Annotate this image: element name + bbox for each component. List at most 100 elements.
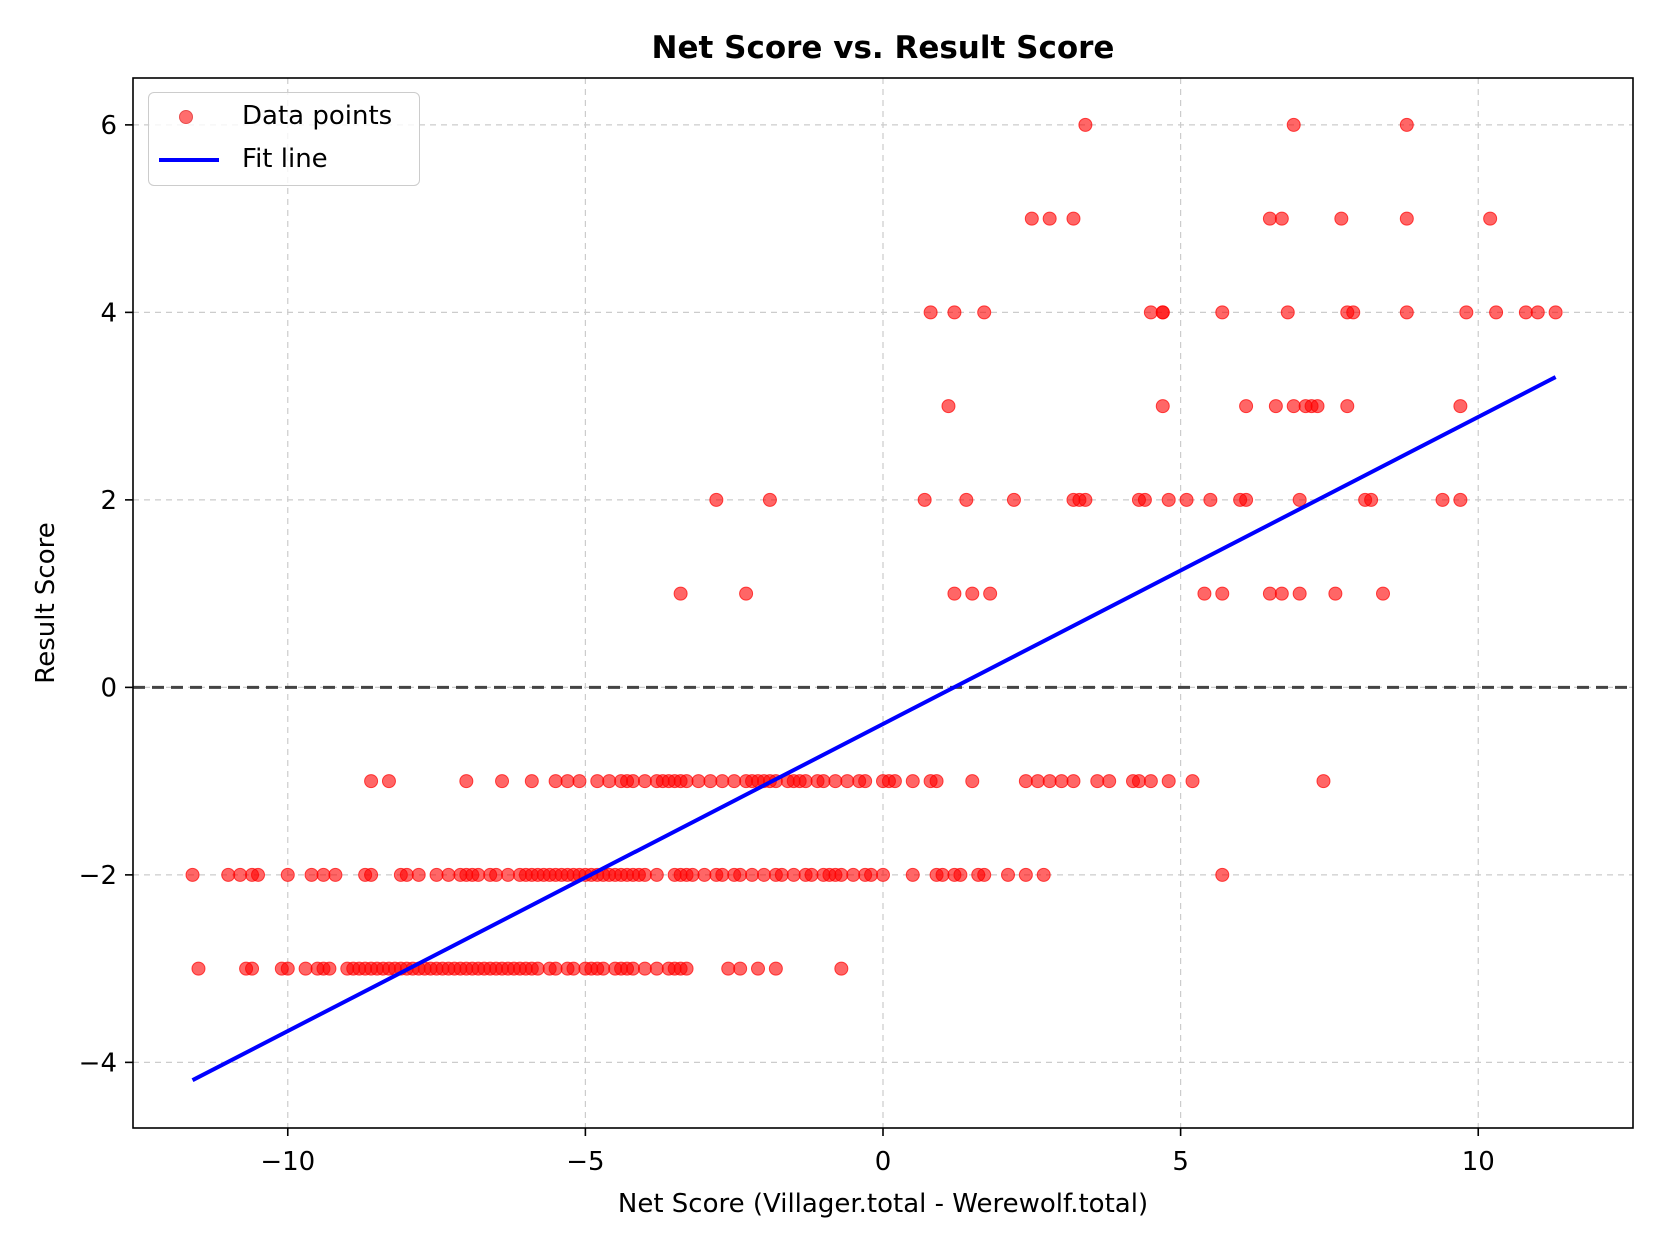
data-point: [602, 774, 617, 789]
data-point: [1030, 774, 1045, 789]
data-point: [858, 774, 873, 789]
data-point: [1024, 211, 1039, 226]
data-point: [929, 774, 944, 789]
data-point: [959, 492, 974, 507]
data-point: [709, 492, 724, 507]
data-point: [626, 961, 640, 976]
data-point: [679, 961, 694, 976]
data-point: [1102, 774, 1117, 789]
data-point: [1286, 117, 1301, 132]
x-axis-ticks: −10 −5 0 5 10: [260, 1128, 1495, 1177]
y-tick-label: −2: [79, 861, 117, 891]
y-tick-label: −4: [79, 1048, 117, 1078]
fit-line: [191, 375, 1557, 1082]
data-point: [1054, 774, 1069, 789]
data-point: [816, 774, 831, 789]
data-point: [322, 961, 337, 976]
data-point: [697, 867, 712, 882]
data-point: [304, 867, 319, 882]
data-point: [774, 867, 789, 882]
data-point: [316, 867, 331, 882]
data-point: [495, 774, 510, 789]
data-point: [1006, 492, 1021, 507]
data-point: [1316, 774, 1331, 789]
x-tick-label: 5: [1172, 1147, 1189, 1177]
y-tick-label: 0: [100, 673, 117, 703]
data-point: [1239, 492, 1254, 507]
data-point: [649, 961, 664, 976]
data-point: [1376, 586, 1390, 601]
data-point: [649, 867, 664, 882]
legend: Data points Fit line: [148, 92, 420, 186]
data-point: [1280, 305, 1295, 320]
data-point: [1066, 211, 1081, 226]
data-point: [1042, 774, 1057, 789]
data-point: [626, 774, 640, 789]
data-point: [501, 867, 515, 882]
data-point: [715, 774, 730, 789]
data-point: [399, 867, 414, 882]
data-point: [364, 867, 379, 882]
data-point: [1530, 305, 1545, 320]
data-point: [1518, 305, 1533, 320]
data-points: [185, 117, 1563, 976]
data-point: [1346, 305, 1361, 320]
data-point: [1215, 867, 1230, 882]
data-point: [221, 867, 236, 882]
data-point: [1197, 586, 1212, 601]
data-point: [298, 961, 313, 976]
data-point: [1001, 867, 1015, 882]
data-point: [1453, 399, 1468, 414]
data-point: [745, 867, 760, 882]
data-point: [721, 961, 736, 976]
data-point: [1078, 117, 1093, 132]
data-point: [679, 774, 694, 789]
data-point: [1185, 774, 1200, 789]
data-point: [1399, 305, 1414, 320]
data-point: [762, 492, 777, 507]
data-point: [834, 867, 849, 882]
data-point: [328, 867, 343, 882]
data-point: [905, 774, 920, 789]
legend-label-fit-line: Fit line: [242, 144, 328, 174]
data-point: [1274, 211, 1289, 226]
x-tick-label: 10: [1462, 1147, 1495, 1177]
fit-line-layer: [191, 375, 1557, 1082]
data-point: [1328, 586, 1343, 601]
data-point: [411, 867, 426, 882]
data-point: [429, 867, 444, 882]
legend-label-data-points: Data points: [242, 101, 393, 131]
data-point: [673, 586, 688, 601]
data-point: [923, 305, 938, 320]
data-point: [727, 774, 742, 789]
legend-entry-data-points: Data points: [149, 97, 419, 137]
data-point: [935, 867, 950, 882]
data-point: [983, 586, 998, 601]
data-point: [1262, 586, 1277, 601]
data-point: [953, 867, 968, 882]
data-point: [1483, 211, 1498, 226]
data-point: [703, 774, 718, 789]
data-point: [1364, 492, 1379, 507]
data-point: [441, 867, 456, 882]
data-point: [1155, 305, 1170, 320]
data-point: [251, 867, 265, 882]
x-tick-label: 0: [875, 1147, 892, 1177]
data-point: [1453, 492, 1468, 507]
data-point: [1286, 399, 1301, 414]
data-point: [756, 867, 771, 882]
data-point: [1036, 867, 1051, 882]
data-point: [917, 492, 932, 507]
data-point: [685, 867, 700, 882]
data-point: [1161, 774, 1176, 789]
data-point: [905, 867, 920, 882]
data-point: [947, 305, 962, 320]
data-point: [1203, 492, 1218, 507]
data-point: [1268, 399, 1283, 414]
data-point: [560, 774, 575, 789]
data-point: [876, 867, 890, 882]
data-point: [1340, 399, 1355, 414]
data-point: [1155, 399, 1170, 414]
data-point: [185, 867, 200, 882]
data-point: [965, 774, 980, 789]
